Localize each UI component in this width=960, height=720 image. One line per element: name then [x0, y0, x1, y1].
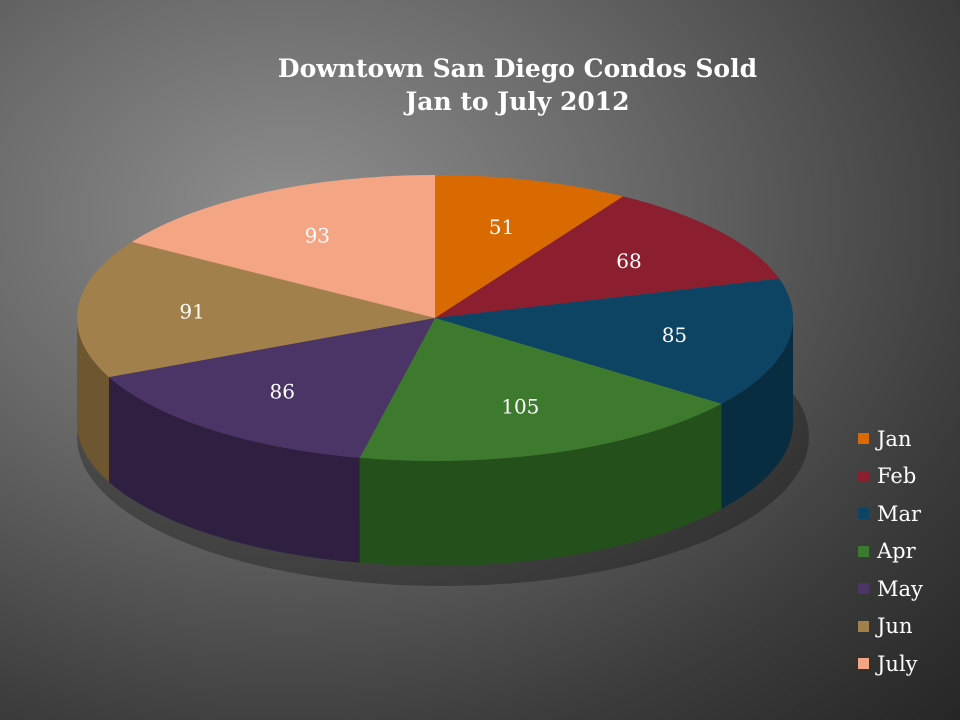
legend-swatch-jun — [858, 620, 869, 632]
chart-subtitle: Jan to July 2012 — [405, 87, 630, 116]
data-label-jun: 91 — [179, 300, 204, 324]
chart-title-block: Downtown San Diego Condos Sold Jan to Ju… — [0, 52, 960, 118]
legend-label-feb: Feb — [877, 464, 917, 489]
legend-item-feb: Feb — [858, 458, 923, 496]
legend-label-apr: Apr — [877, 539, 916, 564]
legend-item-apr: Apr — [858, 533, 923, 571]
chart-title: Downtown San Diego Condos Sold — [277, 54, 758, 83]
legend-item-july: July — [858, 645, 923, 683]
legend-swatch-apr — [858, 545, 869, 557]
slice-side-mar — [721, 318, 793, 509]
data-label-july: 93 — [305, 223, 330, 247]
chart-legend: Jan Feb Mar Apr May Jun July — [858, 420, 923, 683]
slice-side-apr — [359, 403, 722, 566]
legend-label-mar: Mar — [877, 501, 922, 526]
legend-label-jun: Jun — [877, 614, 913, 639]
legend-label-jan: Jan — [877, 426, 912, 451]
legend-item-jan: Jan — [858, 420, 923, 458]
data-label-mar: 85 — [662, 323, 687, 347]
slice-side-may — [108, 377, 360, 563]
legend-swatch-feb — [858, 470, 869, 482]
slice-may[interactable] — [108, 318, 435, 458]
legend-swatch-may — [858, 583, 869, 595]
slice-feb[interactable] — [435, 196, 780, 318]
slice-jun[interactable] — [77, 241, 436, 378]
slice-july[interactable] — [131, 175, 435, 318]
slice-side-jun — [77, 318, 109, 483]
legend-swatch-jan — [858, 433, 869, 445]
data-label-apr: 105 — [501, 394, 539, 418]
slice-mar[interactable] — [435, 278, 793, 404]
data-label-feb: 68 — [616, 249, 641, 273]
legend-label-may: May — [877, 576, 923, 601]
legend-label-july: July — [877, 651, 918, 676]
legend-item-jun: Jun — [858, 608, 923, 646]
data-label-may: 86 — [270, 379, 295, 403]
legend-item-may: May — [858, 570, 923, 608]
legend-item-mar: Mar — [858, 495, 923, 533]
legend-swatch-july — [858, 658, 869, 670]
slice-jan[interactable] — [435, 175, 624, 318]
slice-apr[interactable] — [359, 318, 722, 461]
legend-swatch-mar — [858, 508, 869, 520]
data-label-jan: 51 — [489, 215, 514, 239]
